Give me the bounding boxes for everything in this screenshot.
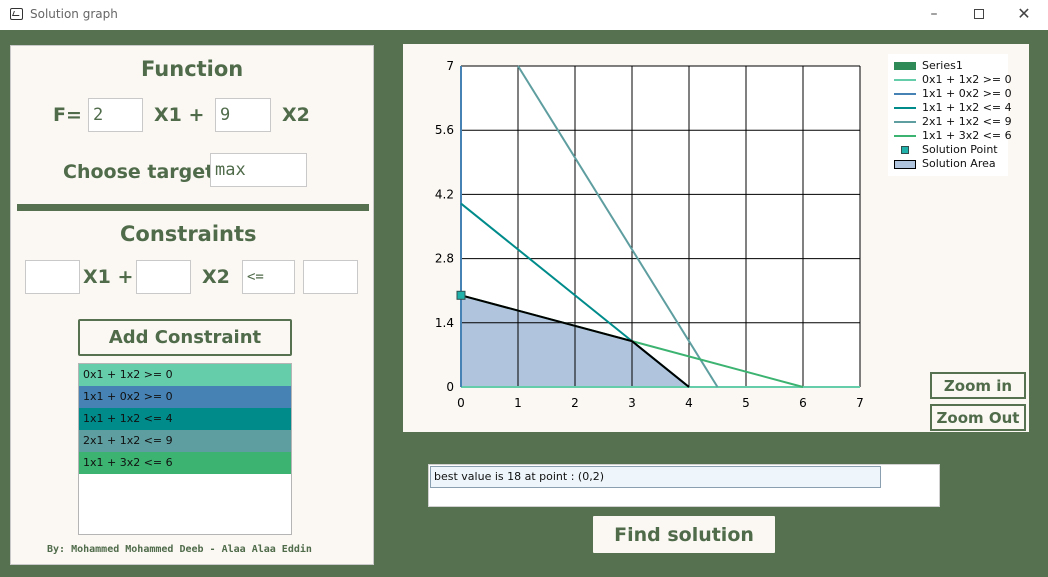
target-select[interactable] bbox=[210, 153, 307, 187]
chart-legend: Series1 0x1 + 1x2 >= 0 1x1 + 0x2 >= 0 1x1 +… bbox=[888, 54, 1012, 176]
legend-swatch bbox=[894, 93, 916, 95]
x-tick-label: 7 bbox=[856, 396, 864, 410]
legend-swatch bbox=[894, 160, 916, 169]
window-title: Solution graph bbox=[30, 7, 118, 21]
credits-text: By: Mohammed Mohammed Deeb - Alaa Alaa E… bbox=[47, 544, 312, 555]
constraint-x1-plus-label: X1 + bbox=[83, 266, 134, 288]
close-button[interactable]: ✕ bbox=[1017, 4, 1031, 23]
x-tick-label: 6 bbox=[799, 396, 807, 410]
chart-canvas: 0 1 2 3 4 5 6 7 0 1.4 2.8 4.2 5.6 7 bbox=[435, 59, 864, 410]
constraint-list-item[interactable]: 0x1 + 1x2 >= 0 bbox=[79, 364, 291, 386]
function-title: Function bbox=[141, 57, 244, 81]
zoom-out-button[interactable]: Zoom Out bbox=[930, 404, 1026, 431]
maximize-icon bbox=[974, 9, 984, 19]
find-solution-button[interactable]: Find solution bbox=[591, 514, 777, 555]
x1-plus-label: X1 + bbox=[154, 104, 205, 126]
legend-swatch bbox=[894, 62, 916, 70]
constraints-title: Constraints bbox=[120, 222, 257, 246]
x2-coefficient-input[interactable] bbox=[215, 98, 271, 132]
legend-swatch bbox=[894, 79, 916, 81]
f-label: F= bbox=[53, 104, 82, 126]
x1-coefficient-input[interactable] bbox=[88, 98, 143, 132]
constraint-x2-coefficient-input[interactable] bbox=[136, 260, 191, 294]
legend-label: 1x1 + 1x2 <= 4 bbox=[922, 101, 1012, 114]
result-text: best value is 18 at point : (0,2) bbox=[430, 466, 881, 488]
minimize-button[interactable]: – bbox=[930, 6, 938, 22]
y-tick-label: 0 bbox=[446, 380, 454, 394]
solution-chart: 0 1 2 3 4 5 6 7 0 1.4 2.8 4.2 5.6 7 Series1 0x1 + 1x2 … bbox=[403, 44, 1029, 432]
legend-label: 0x1 + 1x2 >= 0 bbox=[922, 73, 1012, 86]
constraint-list-item[interactable]: 1x1 + 0x2 >= 0 bbox=[79, 386, 291, 408]
legend-swatch bbox=[894, 135, 916, 137]
solution-point-marker bbox=[456, 290, 466, 300]
legend-entry: Solution Point bbox=[894, 143, 1002, 157]
legend-label: 1x1 + 0x2 >= 0 bbox=[922, 87, 1012, 100]
x2-label: X2 bbox=[282, 104, 310, 126]
y-tick-label: 4.2 bbox=[435, 187, 454, 201]
legend-entry: 0x1 + 1x2 >= 0 bbox=[894, 73, 1012, 87]
constraint-list-item[interactable]: 2x1 + 1x2 <= 9 bbox=[79, 430, 291, 452]
title-bar: Solution graph – ✕ bbox=[0, 0, 1048, 30]
constraint-x1-coefficient-input[interactable] bbox=[25, 260, 80, 294]
solution-area-border bbox=[460, 294, 690, 388]
y-tick-label: 5.6 bbox=[435, 123, 454, 137]
chart-app-icon bbox=[10, 8, 23, 20]
legend-label: Series1 bbox=[922, 59, 963, 72]
input-panel: Function F= X1 + X2 Choose target Constr… bbox=[10, 45, 374, 565]
x-tick-label: 4 bbox=[685, 396, 693, 410]
legend-entry: 1x1 + 1x2 <= 4 bbox=[894, 101, 1012, 115]
constraint-line bbox=[517, 65, 719, 388]
legend-entry: 1x1 + 0x2 >= 0 bbox=[894, 87, 1012, 101]
x-tick-label: 5 bbox=[742, 396, 750, 410]
constraint-operator-select[interactable] bbox=[242, 260, 295, 294]
constraint-x2-label: X2 bbox=[202, 266, 230, 288]
legend-entry: 2x1 + 1x2 <= 9 bbox=[894, 115, 1012, 129]
x-tick-label: 2 bbox=[571, 396, 579, 410]
legend-entry: Solution Area bbox=[894, 157, 1002, 171]
legend-label: Solution Point bbox=[922, 143, 998, 156]
y-tick-label: 7 bbox=[446, 59, 454, 73]
legend-label: 2x1 + 1x2 <= 9 bbox=[922, 115, 1012, 128]
constraint-list-item[interactable]: 1x1 + 1x2 <= 4 bbox=[79, 408, 291, 430]
constraints-list[interactable]: 0x1 + 1x2 >= 0 1x1 + 0x2 >= 0 1x1 + 1x2 <=… bbox=[78, 363, 292, 535]
result-container: best value is 18 at point : (0,2) bbox=[428, 464, 940, 507]
section-divider bbox=[17, 204, 369, 211]
maximize-button[interactable] bbox=[956, 0, 1002, 30]
y-tick-label: 2.8 bbox=[435, 252, 454, 266]
legend-swatch bbox=[894, 107, 916, 109]
zoom-in-button[interactable]: Zoom in bbox=[930, 372, 1026, 399]
choose-target-label: Choose target bbox=[63, 161, 215, 183]
add-constraint-button[interactable]: Add Constraint bbox=[78, 319, 292, 356]
constraint-rhs-input[interactable] bbox=[303, 260, 358, 294]
legend-entry: Series1 bbox=[894, 59, 1002, 73]
constraint-list-item[interactable]: 1x1 + 3x2 <= 6 bbox=[79, 452, 291, 474]
legend-swatch bbox=[894, 121, 916, 123]
y-tick-label: 1.4 bbox=[435, 316, 454, 330]
legend-entry: 1x1 + 3x2 <= 6 bbox=[894, 129, 1012, 143]
x-tick-label: 1 bbox=[514, 396, 522, 410]
legend-label: 1x1 + 3x2 <= 6 bbox=[922, 129, 1012, 142]
legend-label: Solution Area bbox=[922, 157, 996, 170]
x-tick-label: 3 bbox=[628, 396, 636, 410]
legend-swatch bbox=[901, 146, 909, 154]
x-tick-label: 0 bbox=[457, 396, 465, 410]
